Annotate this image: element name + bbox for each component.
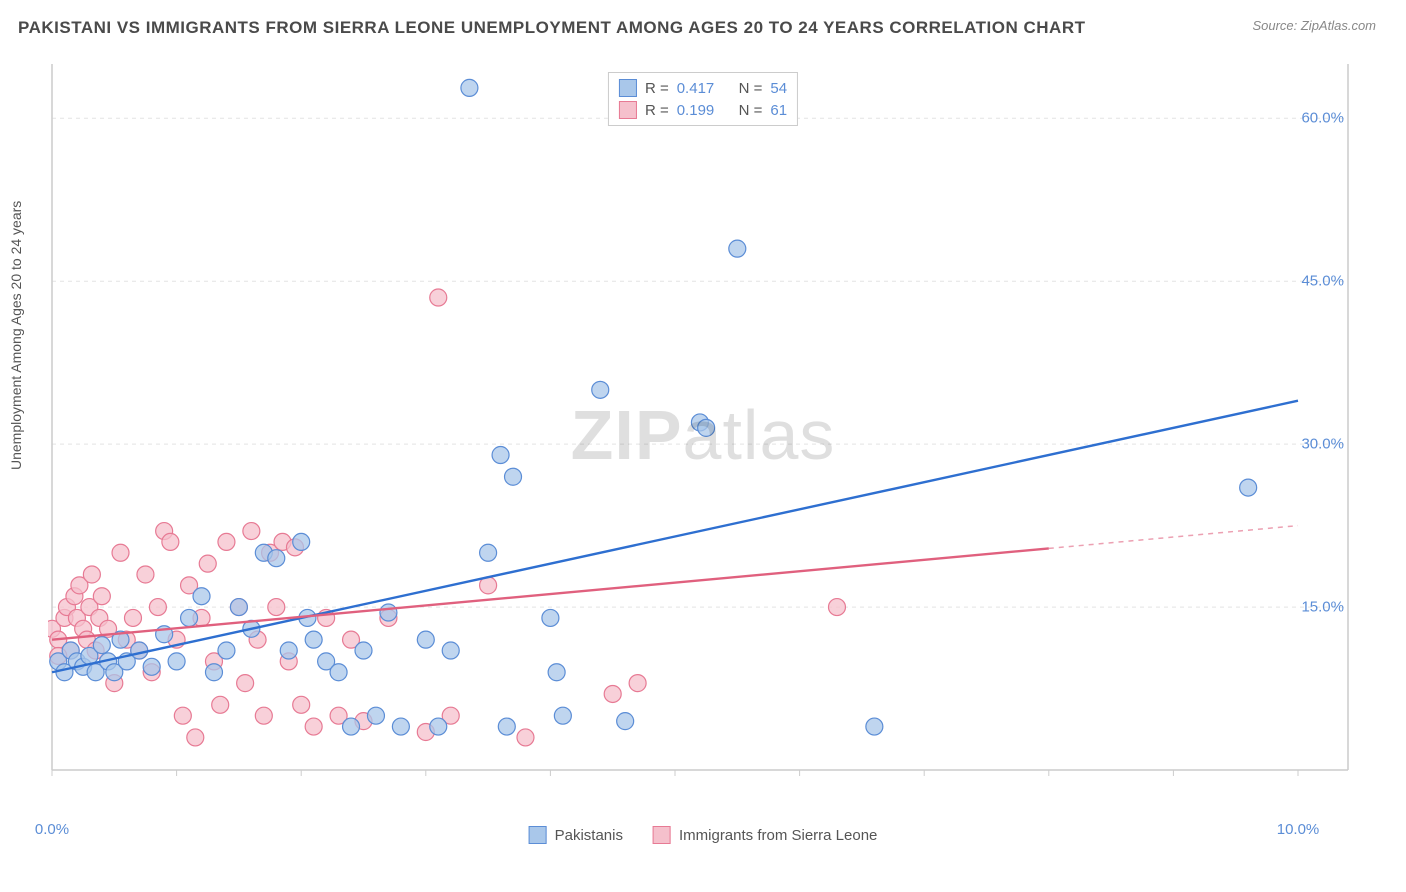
y-axis-label: Unemployment Among Ages 20 to 24 years	[8, 201, 24, 470]
chart-container: Unemployment Among Ages 20 to 24 years R…	[0, 50, 1406, 850]
legend-N-value: 61	[770, 102, 787, 119]
x-tick-label: 0.0%	[35, 821, 69, 838]
chart-title: PAKISTANI VS IMMIGRANTS FROM SIERRA LEON…	[18, 18, 1086, 38]
scatter-svg	[48, 60, 1358, 810]
legend-item-pakistanis: Pakistanis	[529, 826, 623, 844]
correlation-legend: R = 0.417 N = 54 R = 0.199 N = 61	[608, 72, 798, 126]
legend-N-label: N =	[739, 80, 763, 97]
source-label: Source: ZipAtlas.com	[1252, 18, 1376, 33]
legend-row-pakistanis: R = 0.417 N = 54	[619, 77, 787, 99]
y-tick-label: 45.0%	[1301, 273, 1344, 290]
swatch-icon	[619, 79, 637, 97]
legend-R-value: 0.417	[677, 80, 715, 97]
legend-R-label: R =	[645, 102, 669, 119]
legend-R-value: 0.199	[677, 102, 715, 119]
x-tick-label: 10.0%	[1277, 821, 1320, 838]
y-tick-label: 15.0%	[1301, 599, 1344, 616]
series-legend: Pakistanis Immigrants from Sierra Leone	[529, 826, 878, 844]
plot-area: R = 0.417 N = 54 R = 0.199 N = 61 ZIPatl…	[48, 60, 1358, 810]
y-tick-label: 60.0%	[1301, 110, 1344, 127]
swatch-icon	[619, 101, 637, 119]
legend-label: Immigrants from Sierra Leone	[679, 827, 877, 844]
y-tick-label: 30.0%	[1301, 436, 1344, 453]
swatch-icon	[653, 826, 671, 844]
legend-row-sierra-leone: R = 0.199 N = 61	[619, 99, 787, 121]
legend-N-label: N =	[739, 102, 763, 119]
legend-label: Pakistanis	[555, 827, 623, 844]
legend-item-sierra-leone: Immigrants from Sierra Leone	[653, 826, 877, 844]
swatch-icon	[529, 826, 547, 844]
legend-R-label: R =	[645, 80, 669, 97]
legend-N-value: 54	[770, 80, 787, 97]
